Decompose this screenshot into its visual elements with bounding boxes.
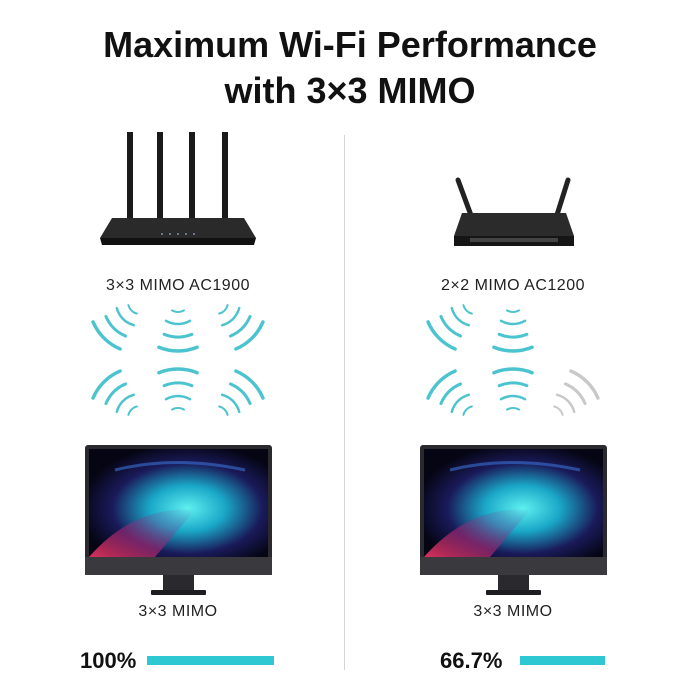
right-device-label: 3×3 MIMO	[473, 603, 553, 620]
right-signal-bottom-left-icon	[426, 369, 473, 416]
left-signal-top-right-icon	[218, 304, 265, 351]
wifi-wave-arc	[234, 320, 265, 351]
wifi-wave-arc	[439, 314, 463, 338]
wifi-wave-arc	[492, 345, 534, 353]
wifi-wave-arc	[218, 304, 229, 315]
wifi-wave-arc	[157, 367, 199, 375]
right-performance-bar	[520, 656, 605, 665]
right-performance-label: 66.7%	[440, 648, 503, 673]
wifi-wave-arc	[104, 382, 128, 406]
wifi-wave-arc	[91, 320, 122, 351]
left-signal-bottom-right-icon	[218, 369, 265, 416]
wifi-wave-arc	[450, 306, 471, 327]
wifi-wave-arc	[115, 393, 136, 414]
wifi-wave-arc	[218, 405, 229, 416]
antenna	[455, 177, 475, 221]
headline: Maximum Wi-Fi Performance with 3×3 MIMO	[0, 22, 700, 114]
right-signal-bottom-right-icon	[553, 369, 600, 416]
wifi-wave-arc	[171, 309, 185, 313]
wifi-wave-arc	[220, 393, 241, 414]
wifi-wave-arc	[228, 314, 252, 338]
left-signal-bottom-center-icon	[157, 367, 199, 411]
wifi-wave-arc	[497, 332, 529, 339]
wifi-wave-arc	[569, 369, 600, 400]
wifi-wave-arc	[162, 381, 194, 388]
wifi-wave-arc	[426, 320, 457, 351]
wifi-wave-arc	[497, 381, 529, 388]
wifi-wave-arc	[164, 319, 192, 326]
left-performance-label: 100%	[80, 648, 137, 673]
left-router-label: 3×3 MIMO AC1900	[105, 277, 250, 294]
wifi-wave-arc	[555, 393, 576, 414]
wifi-wave-arc	[164, 394, 192, 401]
right-signal-bottom-center-icon	[492, 367, 534, 411]
headline-line-1: Maximum Wi-Fi Performance	[103, 24, 597, 65]
wifi-wave-arc	[563, 382, 587, 406]
headline-line-2: with 3×3 MIMO	[224, 70, 476, 111]
wifi-wave-arc	[115, 306, 136, 327]
wifi-wave-arc	[127, 405, 138, 416]
wifi-wave-arc	[228, 382, 252, 406]
antenna	[553, 177, 571, 221]
antenna	[127, 132, 133, 224]
wifi-wave-arc	[426, 369, 457, 400]
left-signal-top-center-icon	[157, 309, 199, 353]
wifi-wave-arc	[492, 367, 534, 375]
router-ac1200	[454, 177, 574, 246]
wifi-wave-arc	[499, 319, 527, 326]
antenna	[157, 132, 163, 220]
right-router-label: 2×2 MIMO AC1200	[440, 277, 585, 294]
wifi-wave-arc	[553, 405, 564, 416]
wifi-wave-arc	[220, 306, 241, 327]
right-signal-top-center-icon	[492, 309, 534, 353]
right-signal-top-left-icon	[426, 304, 473, 351]
wifi-wave-arc	[499, 394, 527, 401]
wifi-wave-arc	[439, 382, 463, 406]
wifi-wave-arc	[127, 304, 138, 315]
wifi-wave-arc	[91, 369, 122, 400]
router-ac1900	[100, 132, 256, 245]
wifi-wave-arc	[157, 345, 199, 353]
wifi-wave-arc	[462, 405, 473, 416]
wifi-wave-arc	[234, 369, 265, 400]
antenna	[222, 132, 228, 224]
left-signal-bottom-left-icon	[91, 369, 138, 416]
wifi-wave-arc	[162, 332, 194, 339]
divider	[344, 135, 345, 670]
right-monitor	[420, 445, 607, 595]
wifi-wave-arc	[462, 304, 473, 315]
left-signal-top-left-icon	[91, 304, 138, 351]
antenna	[189, 132, 195, 220]
left-monitor	[85, 445, 272, 595]
wifi-wave-arc	[506, 309, 520, 313]
wifi-wave-arc	[104, 314, 128, 338]
wifi-wave-arc	[450, 393, 471, 414]
wifi-wave-arc	[171, 407, 185, 411]
left-device-label: 3×3 MIMO	[138, 603, 218, 620]
left-performance-bar	[147, 656, 274, 665]
wifi-wave-arc	[506, 407, 520, 411]
